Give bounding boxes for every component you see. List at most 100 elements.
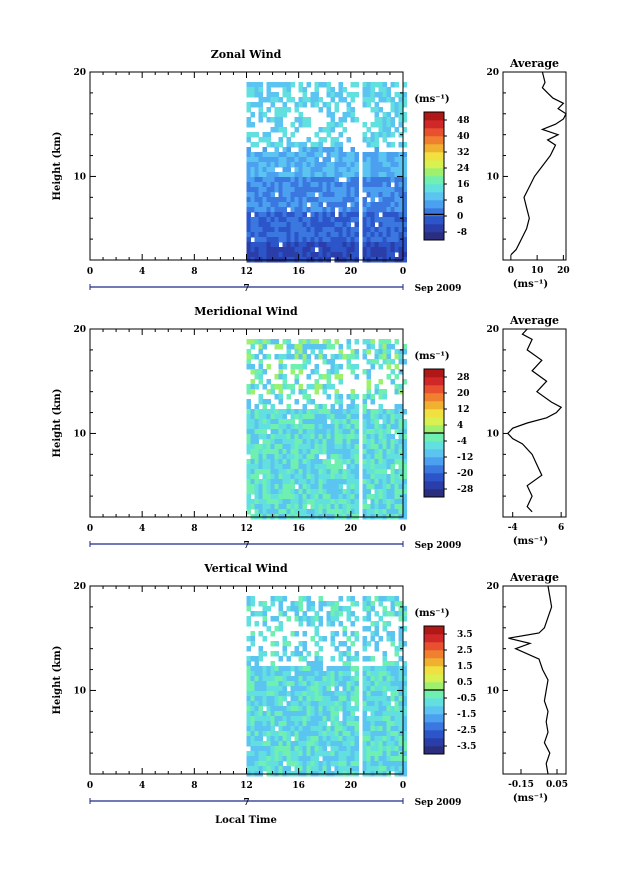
- heatmap-cell: [250, 177, 255, 183]
- heatmap-cell: [394, 222, 399, 228]
- heatmap-cell: [262, 399, 267, 405]
- heatmap-cell: [366, 419, 371, 425]
- heatmap-cell: [274, 97, 279, 103]
- heatmap-cell: [306, 182, 311, 188]
- heatmap-cell: [278, 701, 283, 707]
- heatmap-cell: [246, 217, 251, 223]
- heatmap-cell: [274, 681, 279, 687]
- heatmap-cell: [306, 384, 311, 390]
- heatmap-cell: [330, 127, 335, 133]
- heatmap-cell: [322, 217, 327, 223]
- heatmap-cell: [354, 247, 359, 253]
- heatmap-cell: [398, 117, 403, 123]
- heatmap-cell: [326, 484, 331, 490]
- heatmap-cell: [250, 666, 255, 672]
- heatmap-cell: [246, 354, 251, 360]
- heatmap-cell: [250, 671, 255, 677]
- heatmap-cell: [386, 721, 391, 727]
- heatmap-cell: [250, 701, 255, 707]
- heatmap-cell: [282, 409, 287, 415]
- heatmap-cell: [306, 746, 311, 752]
- heatmap-cell: [254, 132, 259, 138]
- heatmap-cell: [278, 606, 283, 612]
- heatmap-cell: [330, 242, 335, 248]
- heatmap-cell: [346, 504, 351, 510]
- heatmap-cell: [294, 761, 299, 767]
- heatmap-cell: [378, 97, 383, 103]
- heatmap-cell: [290, 696, 295, 702]
- heatmap-cell: [258, 359, 263, 365]
- heatmap-cell: [378, 82, 383, 88]
- heatmap-cell: [362, 187, 367, 193]
- heatmap-cell: [370, 394, 375, 400]
- heatmap-cell: [290, 721, 295, 727]
- heatmap-cell: [370, 666, 375, 672]
- heatmap-cell: [366, 601, 371, 607]
- heatmap-cell: [394, 384, 399, 390]
- heatmap-cell: [326, 232, 331, 238]
- heatmap-cell: [294, 197, 299, 203]
- heatmap-cell: [346, 716, 351, 722]
- heatmap-cell: [298, 494, 303, 500]
- heatmap-cell: [286, 344, 291, 350]
- heatmap-cell: [274, 409, 279, 415]
- heatmap-cell: [246, 666, 251, 672]
- heatmap-cell: [302, 424, 307, 430]
- heatmap-cell: [386, 127, 391, 133]
- heatmap-cell: [322, 207, 327, 213]
- heatmap-cell: [302, 122, 307, 128]
- heatmap-cell: [394, 389, 399, 395]
- heatmap-cell: [390, 459, 395, 465]
- heatmap-cell: [386, 349, 391, 355]
- heatmap-cell: [402, 177, 407, 183]
- heatmap-cell: [386, 459, 391, 465]
- heatmap-cell: [258, 187, 263, 193]
- heatmap-cell: [298, 147, 303, 153]
- heatmap-cell: [330, 731, 335, 737]
- heatmap-cell: [382, 202, 387, 208]
- heatmap-cell: [402, 97, 407, 103]
- heatmap-cell: [390, 464, 395, 470]
- heatmap-cell: [266, 227, 271, 233]
- heatmap-cell: [382, 197, 387, 203]
- heatmap-cell: [378, 449, 383, 455]
- heatmap-cell: [282, 464, 287, 470]
- heatmap-cell: [370, 716, 375, 722]
- heatmap-cell: [314, 499, 319, 505]
- heatmap-cell: [394, 726, 399, 732]
- heatmap-cell: [398, 641, 403, 647]
- heatmap-cell: [366, 686, 371, 692]
- heatmap-cell: [302, 394, 307, 400]
- heatmap-cell: [374, 666, 379, 672]
- heatmap-cell: [310, 439, 315, 445]
- heatmap-cell: [386, 509, 391, 515]
- heatmap-cell: [246, 212, 251, 218]
- heatmap-cell: [278, 374, 283, 380]
- heatmap-cell: [322, 746, 327, 752]
- heatmap-cell: [290, 489, 295, 495]
- heatmap-cell: [326, 369, 331, 375]
- heatmap-cell: [302, 484, 307, 490]
- heatmap-cell: [258, 237, 263, 243]
- heatmap-cell: [342, 474, 347, 480]
- heatmap-cell: [310, 469, 315, 475]
- heatmap-cell: [378, 404, 383, 410]
- heatmap-cell: [382, 751, 387, 757]
- heatmap-cell: [394, 349, 399, 355]
- heatmap-cell: [310, 459, 315, 465]
- heatmap-cell: [334, 504, 339, 510]
- heatmap-cell: [298, 419, 303, 425]
- heatmap-cell: [266, 464, 271, 470]
- heatmap-cell: [286, 721, 291, 727]
- heatmap-cell: [366, 626, 371, 632]
- heatmap-cell: [250, 746, 255, 752]
- heatmap-cell: [354, 474, 359, 480]
- heatmap-cell: [342, 686, 347, 692]
- heatmap-cell: [274, 227, 279, 233]
- heatmap-cell: [362, 751, 367, 757]
- heatmap-cell: [290, 364, 295, 370]
- heatmap-cell: [326, 731, 331, 737]
- heatmap-cell: [346, 187, 351, 193]
- heatmap-cell: [354, 354, 359, 360]
- heatmap-cell: [314, 631, 319, 637]
